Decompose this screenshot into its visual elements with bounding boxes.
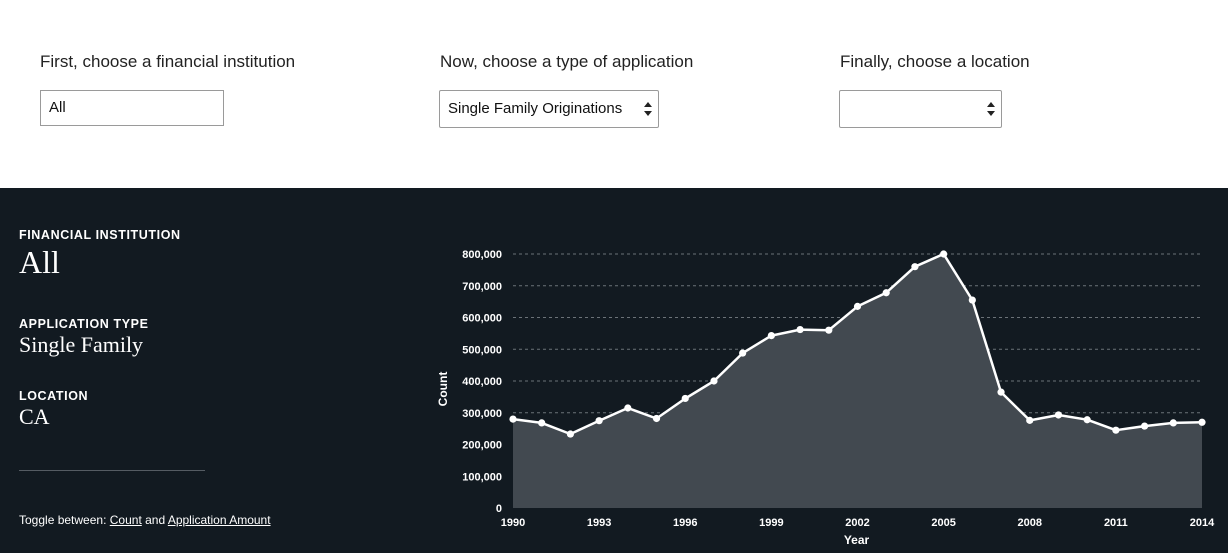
institution-label: First, choose a financial institution [40,52,296,71]
x-tick-label: 2005 [931,517,955,529]
x-tick-label: 2014 [1190,517,1215,529]
y-tick-label: 200,000 [462,440,502,452]
y-tick-label: 0 [496,503,502,515]
toggle-count-link[interactable]: Count [109,513,142,527]
y-axis-ticks: 0 100,000 200,000 300,000 400,000 500,000 600,… [462,249,502,515]
institution-input[interactable]: All [40,90,224,126]
data-point [997,388,1005,396]
y-tick-label: 600,000 [462,313,502,325]
x-tick-label: 1990 [501,517,525,529]
data-point [968,296,976,304]
sidebar-divider [19,470,205,471]
y-tick-label: 800,000 [462,249,502,261]
data-point [796,325,804,334]
data-point [538,419,546,427]
x-tick-label: 2008 [1018,517,1042,529]
toggle-amount-link[interactable]: Application Amount [167,513,271,527]
filter-controls: First, choose a financial institution Al… [0,0,1228,188]
data-point [825,326,833,334]
select-arrows-icon [644,100,652,118]
count-area [513,254,1202,508]
location-label: Finally, choose a location [840,52,1030,71]
x-axis-label: Year [844,533,870,547]
count-chart: 0 100,000 200,000 300,000 400,000 500,000 600,… [436,249,1215,547]
data-point [911,263,919,271]
x-tick-label: 2011 [1104,517,1128,529]
data-point [595,417,603,425]
x-axis-ticks: 1990 1993 1996 1999 2002 2005 2008 2011 2014 [501,517,1215,529]
data-point [1026,416,1034,424]
x-tick-label: 1999 [759,517,783,529]
data-point [710,377,718,385]
data-point [1169,419,1177,427]
toggle-prefix: Toggle between: [19,513,107,527]
institution-value: All [19,244,60,280]
metric-toggle: Toggle between: Count and Application Am… [19,513,271,527]
application-label: Now, choose a type of application [440,52,694,71]
x-tick-label: 1993 [587,517,611,529]
y-tick-label: 400,000 [462,376,502,388]
data-point [1054,411,1063,419]
x-tick-label: 2002 [845,517,869,529]
y-axis-label: Count [436,372,450,407]
data-point [1083,416,1091,424]
y-tick-label: 300,000 [462,408,502,420]
data-point [681,394,689,403]
data-point [767,331,775,340]
data-point [1140,422,1149,430]
toggle-and: and [145,513,166,527]
y-tick-label: 100,000 [462,471,502,483]
data-point [940,250,948,258]
application-select-value: Single Family Originations [448,100,623,117]
institution-caption: FINANCIAL INSTITUTION [19,228,181,242]
location-select[interactable] [839,90,1002,128]
location-value: CA [19,404,50,429]
institution-control: First, choose a financial institution Al… [40,52,296,126]
data-point [624,404,632,412]
application-control: Now, choose a type of application Single… [439,52,694,128]
data-point [652,414,661,423]
data-point [1112,426,1120,434]
select-arrows-icon [987,100,995,118]
data-point [1198,418,1206,426]
x-tick-label: 1996 [673,517,697,529]
y-tick-label: 500,000 [462,344,502,356]
type-value: Single Family [19,332,144,357]
data-points [509,250,1206,438]
data-point [853,302,862,310]
data-point [882,289,890,297]
location-caption: LOCATION [19,389,89,403]
type-caption: APPLICATION TYPE [19,317,149,331]
data-point [739,349,747,357]
location-control: Finally, choose a location [839,52,1030,128]
data-point [566,430,575,438]
y-tick-label: 700,000 [462,281,502,293]
data-point [509,415,517,423]
application-select[interactable]: Single Family Originations [439,90,659,128]
